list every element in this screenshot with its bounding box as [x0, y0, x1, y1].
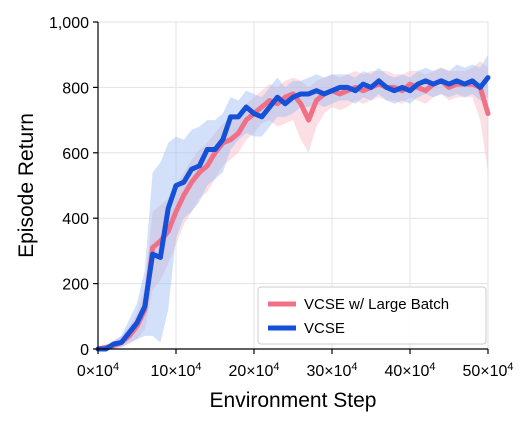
axes [97, 22, 488, 350]
y-tick-label: 1,000 [49, 15, 89, 32]
x-axis-label: Environment Step [210, 389, 377, 412]
y-axis-label: Episode Return [15, 113, 38, 258]
x-tick-label: 10×104 [150, 361, 201, 380]
x-tick-label: 40×104 [384, 361, 435, 380]
y-axis-ticks: 0 200 400 600 800 1,000 [49, 15, 98, 359]
x-tick-label: 50×104 [462, 361, 513, 380]
legend: VCSE w/ Large Batch VCSE [257, 286, 487, 345]
legend-label-0: VCSE w/ Large Batch [304, 296, 449, 313]
x-tick-label: 20×104 [228, 361, 279, 380]
y-tick-label: 200 [62, 277, 89, 294]
series-lines [95, 75, 491, 352]
y-tick-label: 400 [62, 211, 89, 228]
x-axis-ticks: 0×104 10×104 20×104 30×104 40×104 50×104 [77, 349, 514, 380]
x-tick-label: 0×104 [77, 361, 119, 380]
y-tick-label: 600 [62, 146, 89, 163]
series-line-1 [95, 75, 491, 352]
x-tick-label: 30×104 [306, 361, 357, 380]
legend-label-1: VCSE [304, 320, 345, 337]
y-tick-label: 0 [80, 342, 89, 359]
y-tick-label: 800 [62, 80, 89, 97]
legend-box [257, 286, 487, 345]
